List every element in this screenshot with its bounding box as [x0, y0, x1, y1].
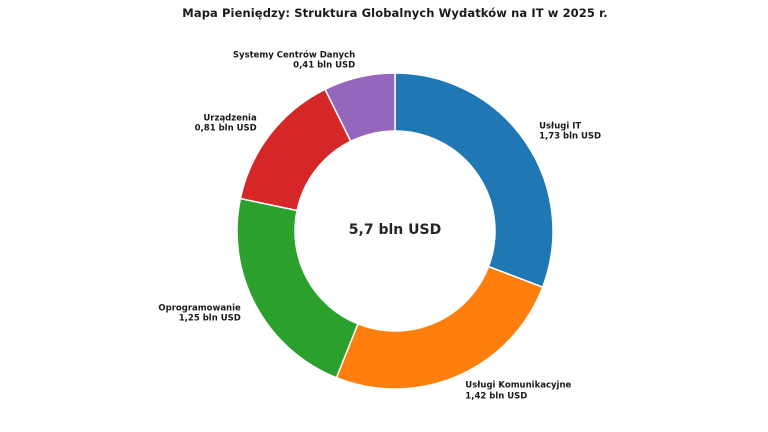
slice-label-name: Urządzenia — [203, 113, 257, 124]
slice-label: Oprogramowanie 1,25 bln USD — [158, 303, 240, 324]
slice-label-name: Usługi Komunikacyjne — [465, 380, 572, 391]
slice-label-value: 0,81 bln USD — [194, 123, 257, 134]
slice-label: Usługi IT 1,73 bln USD — [539, 121, 601, 142]
pie-slice — [324, 72, 396, 143]
slice-label-value: 0,41 bln USD — [293, 60, 356, 71]
pie-slice — [335, 265, 544, 390]
slice-label: Usługi Komunikacyjne 1,42 bln USD — [465, 381, 571, 402]
slice-label-value: 1,42 bln USD — [465, 391, 528, 402]
chart-title: Mapa Pieniędzy: Struktura Globalnych Wyd… — [182, 6, 608, 20]
slice-label: Urządzenia 0,81 bln USD — [195, 113, 257, 134]
slice-label-name: Oprogramowanie — [158, 303, 241, 314]
slice-label-value: 1,25 bln USD — [178, 313, 241, 324]
slice-label: Systemy Centrów Danych 0,41 bln USD — [233, 50, 355, 71]
pie-slice — [236, 197, 359, 379]
slice-label-name: Usługi IT — [539, 121, 582, 132]
slice-label-value: 1,73 bln USD — [539, 131, 602, 142]
donut-center-total: 5,7 bln USD — [348, 222, 442, 238]
pie-slice — [394, 72, 554, 288]
slice-label-name: Systemy Centrów Danych — [232, 50, 356, 61]
